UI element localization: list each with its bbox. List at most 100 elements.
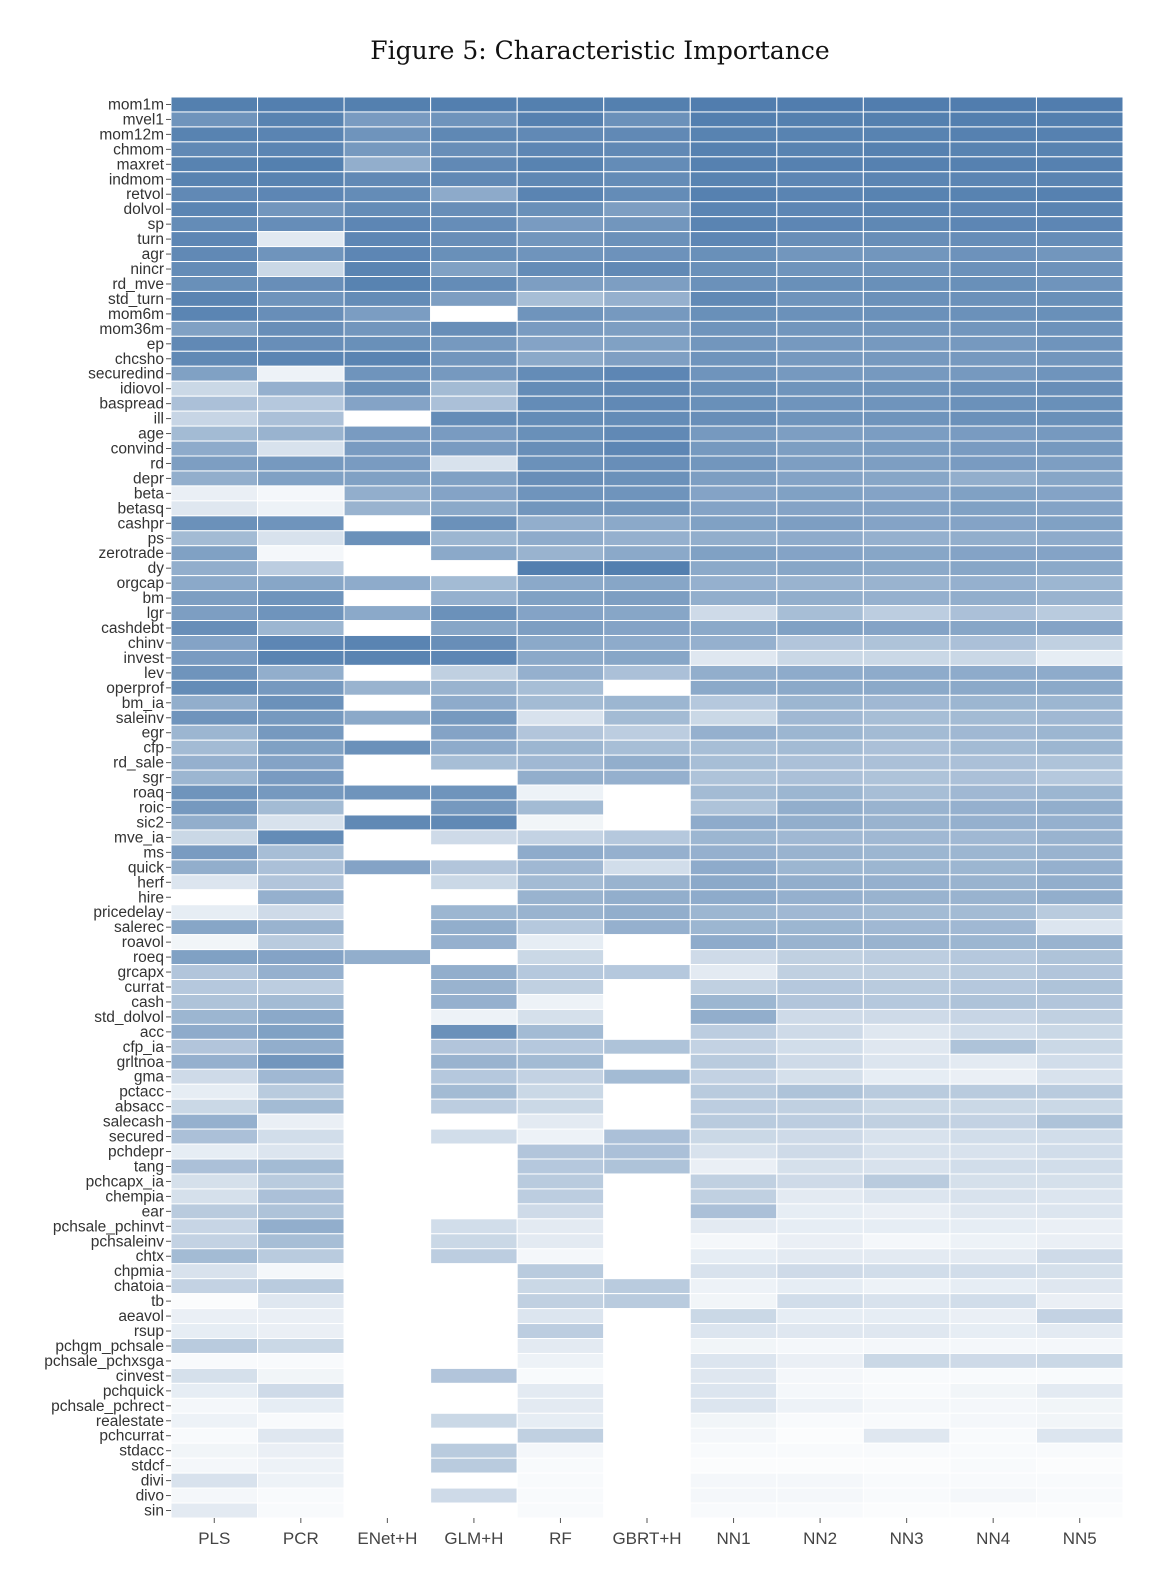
heatmap-cell-chpmia-ENet+H [343,1263,432,1280]
heatmap-cell-acc-GBRT+H [603,1023,691,1040]
heatmap-cell-mom1m-PCR [257,96,345,113]
heatmap-cell-sgr-NN2 [776,769,864,786]
heatmap-cell-std_dolvol-RF [516,1008,605,1025]
heatmap-cell-lev-NN2 [776,664,864,681]
heatmap-cell-chtx-ENet+H [343,1248,432,1265]
heatmap-cell-gma-ENet+H [343,1068,432,1085]
heatmap-cell-chempia-GLM+H [430,1188,518,1205]
heatmap-cell-realestate-NN3 [862,1412,951,1429]
row-label-gma: gma [134,1069,165,1086]
heatmap-cell-pricedelay-NN3 [862,904,951,921]
heatmap-cell-sgr-GBRT+H [603,769,691,786]
heatmap-cell-chtx-RF [516,1248,605,1265]
row-label-aeavol: aeavol [118,1308,164,1325]
heatmap-cell-salecash-RF [516,1113,605,1130]
heatmap-cell-std_turn-GLM+H [430,290,518,307]
heatmap-cell-sp-ENet+H [343,216,432,233]
heatmap-cell-betasq-GLM+H [430,500,518,517]
heatmap-cell-absacc-PLS [170,1098,259,1115]
heatmap-cell-bm_ia-NN2 [776,694,864,711]
heatmap-cell-std_turn-PCR [257,290,345,307]
heatmap-cell-roavol-GBRT+H [603,934,691,951]
heatmap-cell-stdcf-NN2 [776,1457,864,1474]
row-label-pchquick: pchquick [103,1383,164,1400]
heatmap-cell-egr-NN5 [1035,724,1124,741]
heatmap-cell-sic2-GBRT+H [603,814,691,831]
heatmap-cell-roic-NN2 [776,799,864,816]
heatmap-cell-mve_ia-PLS [170,829,259,846]
heatmap-cell-sgr-NN4 [949,769,1037,786]
heatmap-cell-mvel1-NN4 [949,111,1037,128]
heatmap-cell-realestate-NN2 [776,1412,864,1429]
heatmap-cell-mvel1-GLM+H [430,111,518,128]
heatmap-cell-realestate-RF [516,1412,605,1429]
heatmap-cell-pchcapx_ia-PLS [170,1173,259,1190]
heatmap-cell-lgr-PLS [170,605,259,622]
heatmap-cell-pctacc-PLS [170,1083,259,1100]
heatmap-cell-herf-ENet+H [343,874,432,891]
heatmap-cell-pchgm_pchsale-ENet+H [343,1338,432,1354]
heatmap-cell-secured-NN2 [776,1128,864,1145]
heatmap-cell-roaq-NN2 [776,784,864,801]
heatmap-cell-grltnoa-NN2 [776,1053,864,1070]
heatmap-cell-pchdepr-NN2 [776,1143,864,1160]
heatmap-cell-rsup-NN4 [949,1323,1037,1340]
heatmap-cell-divo-NN4 [949,1487,1037,1504]
heatmap-cell-orgcap-NN4 [949,575,1037,592]
heatmap-cell-operprof-NN5 [1035,679,1124,696]
column-label-NN1: NN1 [717,1529,751,1548]
heatmap-cell-indmom-NN3 [862,171,951,188]
heatmap-cell-lev-RF [516,664,605,681]
heatmap-cell-mom1m-PLS [170,96,259,113]
heatmap-cell-acc-NN1 [689,1023,778,1040]
heatmap-cell-sgr-NN5 [1035,769,1124,786]
heatmap-cell-zerotrade-NN1 [689,545,778,562]
heatmap-cell-cashpr-GBRT+H [603,515,691,532]
heatmap-cell-pchdepr-NN1 [689,1143,778,1160]
heatmap-cell-sp-NN2 [776,216,864,233]
heatmap-cell-maxret-GBRT+H [603,156,691,173]
heatmap-cell-rd-NN1 [689,455,778,472]
heatmap-cell-quick-GLM+H [430,859,518,876]
heatmap-cell-std_dolvol-NN5 [1035,1008,1124,1025]
heatmap-cell-beta-NN1 [689,485,778,502]
heatmap-cell-rd_sale-NN4 [949,754,1037,771]
heatmap-cell-grltnoa-GBRT+H [603,1053,691,1070]
heatmap-cell-bm-PCR [257,590,345,607]
heatmap-cell-retvol-RF [516,186,605,203]
heatmap-cell-cfp-NN2 [776,739,864,756]
row-label-ms: ms [143,844,164,861]
heatmap-cell-ill-PLS [170,410,259,427]
heatmap-cell-mom36m-NN2 [776,320,864,337]
heatmap-cell-pchsale_pchrect-RF [516,1397,605,1414]
heatmap-cell-bm-ENet+H [343,590,432,607]
heatmap-cell-ps-PLS [170,530,259,547]
heatmap-cell-dy-GBRT+H [603,560,691,577]
heatmap-cell-rsup-NN3 [862,1323,951,1340]
heatmap-cell-mom36m-GBRT+H [603,320,691,337]
heatmap-cell-realestate-NN5 [1035,1412,1124,1429]
heatmap-cell-sgr-NN3 [862,769,951,786]
heatmap-cell-stdacc-GLM+H [430,1442,518,1459]
heatmap-cell-age-GLM+H [430,425,518,442]
row-label-grcapx: grcapx [117,964,164,981]
heatmap-cell-rd_mve-NN2 [776,275,864,292]
heatmap-cell-pchquick-GLM+H [430,1382,518,1399]
heatmap-cell-beta-NN3 [862,485,951,502]
heatmap-cell-baspread-NN1 [689,395,778,412]
heatmap-cell-mve_ia-GBRT+H [603,829,691,846]
heatmap-cell-chpmia-NN1 [689,1263,778,1280]
heatmap-cell-mvel1-RF [516,111,605,128]
heatmap-cell-pchsale_pchrect-PCR [257,1397,345,1414]
heatmap-cell-retvol-NN2 [776,186,864,203]
heatmap-cell-maxret-RF [516,156,605,173]
heatmap-cell-zerotrade-PCR [257,545,345,562]
heatmap-cell-absacc-ENet+H [343,1098,432,1115]
column-label-NN4: NN4 [976,1529,1010,1548]
heatmap-cell-beta-GBRT+H [603,485,691,502]
heatmap-cell-absacc-NN2 [776,1098,864,1115]
heatmap-cell-aeavol-PCR [257,1308,345,1325]
heatmap-cell-cinvest-NN5 [1035,1367,1124,1384]
heatmap-cell-roeq-RF [516,949,605,966]
heatmap-cell-currat-RF [516,979,605,995]
